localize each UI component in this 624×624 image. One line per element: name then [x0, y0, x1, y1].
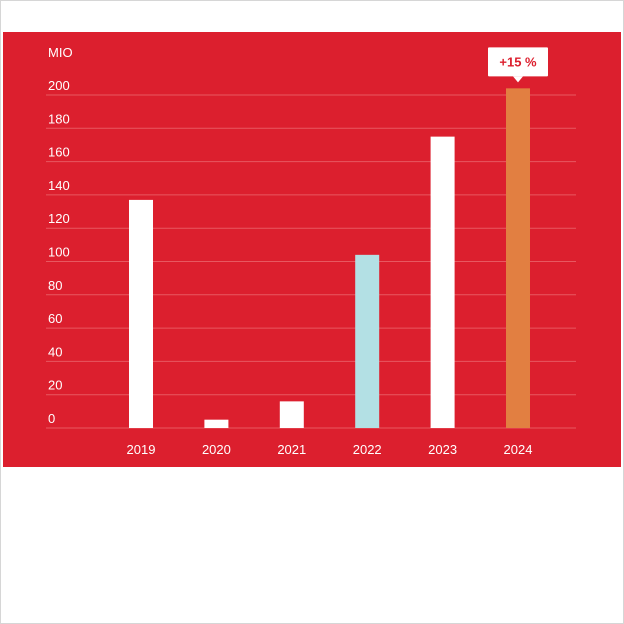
bar-chart: 0 20 40 60 80 100 120 140 160 180 200 2019 2020 2021 2… — [46, 47, 576, 457]
x-tick-label-2022: 2022 — [353, 442, 382, 457]
y-tick-label: 120 — [48, 211, 70, 226]
y-tick-label: 40 — [48, 344, 62, 359]
y-tick-label: 100 — [48, 245, 70, 260]
y-tick-label: 140 — [48, 178, 70, 193]
x-tick-label-2021: 2021 — [277, 442, 306, 457]
bar-2023 — [430, 136, 455, 428]
x-tick-label-2023: 2023 — [428, 442, 457, 457]
y-tick-label: 0 — [48, 411, 55, 426]
y-tick-label: 80 — [48, 278, 62, 293]
bar-2022 — [355, 254, 380, 428]
x-tick-label-2019: 2019 — [127, 442, 156, 457]
bar-2021 — [279, 401, 304, 428]
bar-2024 — [506, 88, 530, 428]
bar-2019 — [129, 199, 153, 428]
y-tick-label: 180 — [48, 111, 70, 126]
growth-callout: +15 % — [488, 47, 548, 83]
x-tick-label-2020: 2020 — [202, 442, 231, 457]
chart-panel: MIO 0 20 40 60 80 100 120 140 160 180 200 2019 2020 2… — [3, 32, 621, 467]
x-tick-label-2024: 2024 — [504, 442, 533, 457]
bar-2020 — [204, 419, 229, 428]
growth-callout-label: +15 % — [499, 54, 537, 69]
y-tick-label: 200 — [48, 78, 70, 93]
y-axis-unit-label: MIO — [48, 45, 73, 60]
y-tick-label: 60 — [48, 311, 62, 326]
y-tick-label: 160 — [48, 145, 70, 160]
y-tick-label: 20 — [48, 378, 62, 393]
